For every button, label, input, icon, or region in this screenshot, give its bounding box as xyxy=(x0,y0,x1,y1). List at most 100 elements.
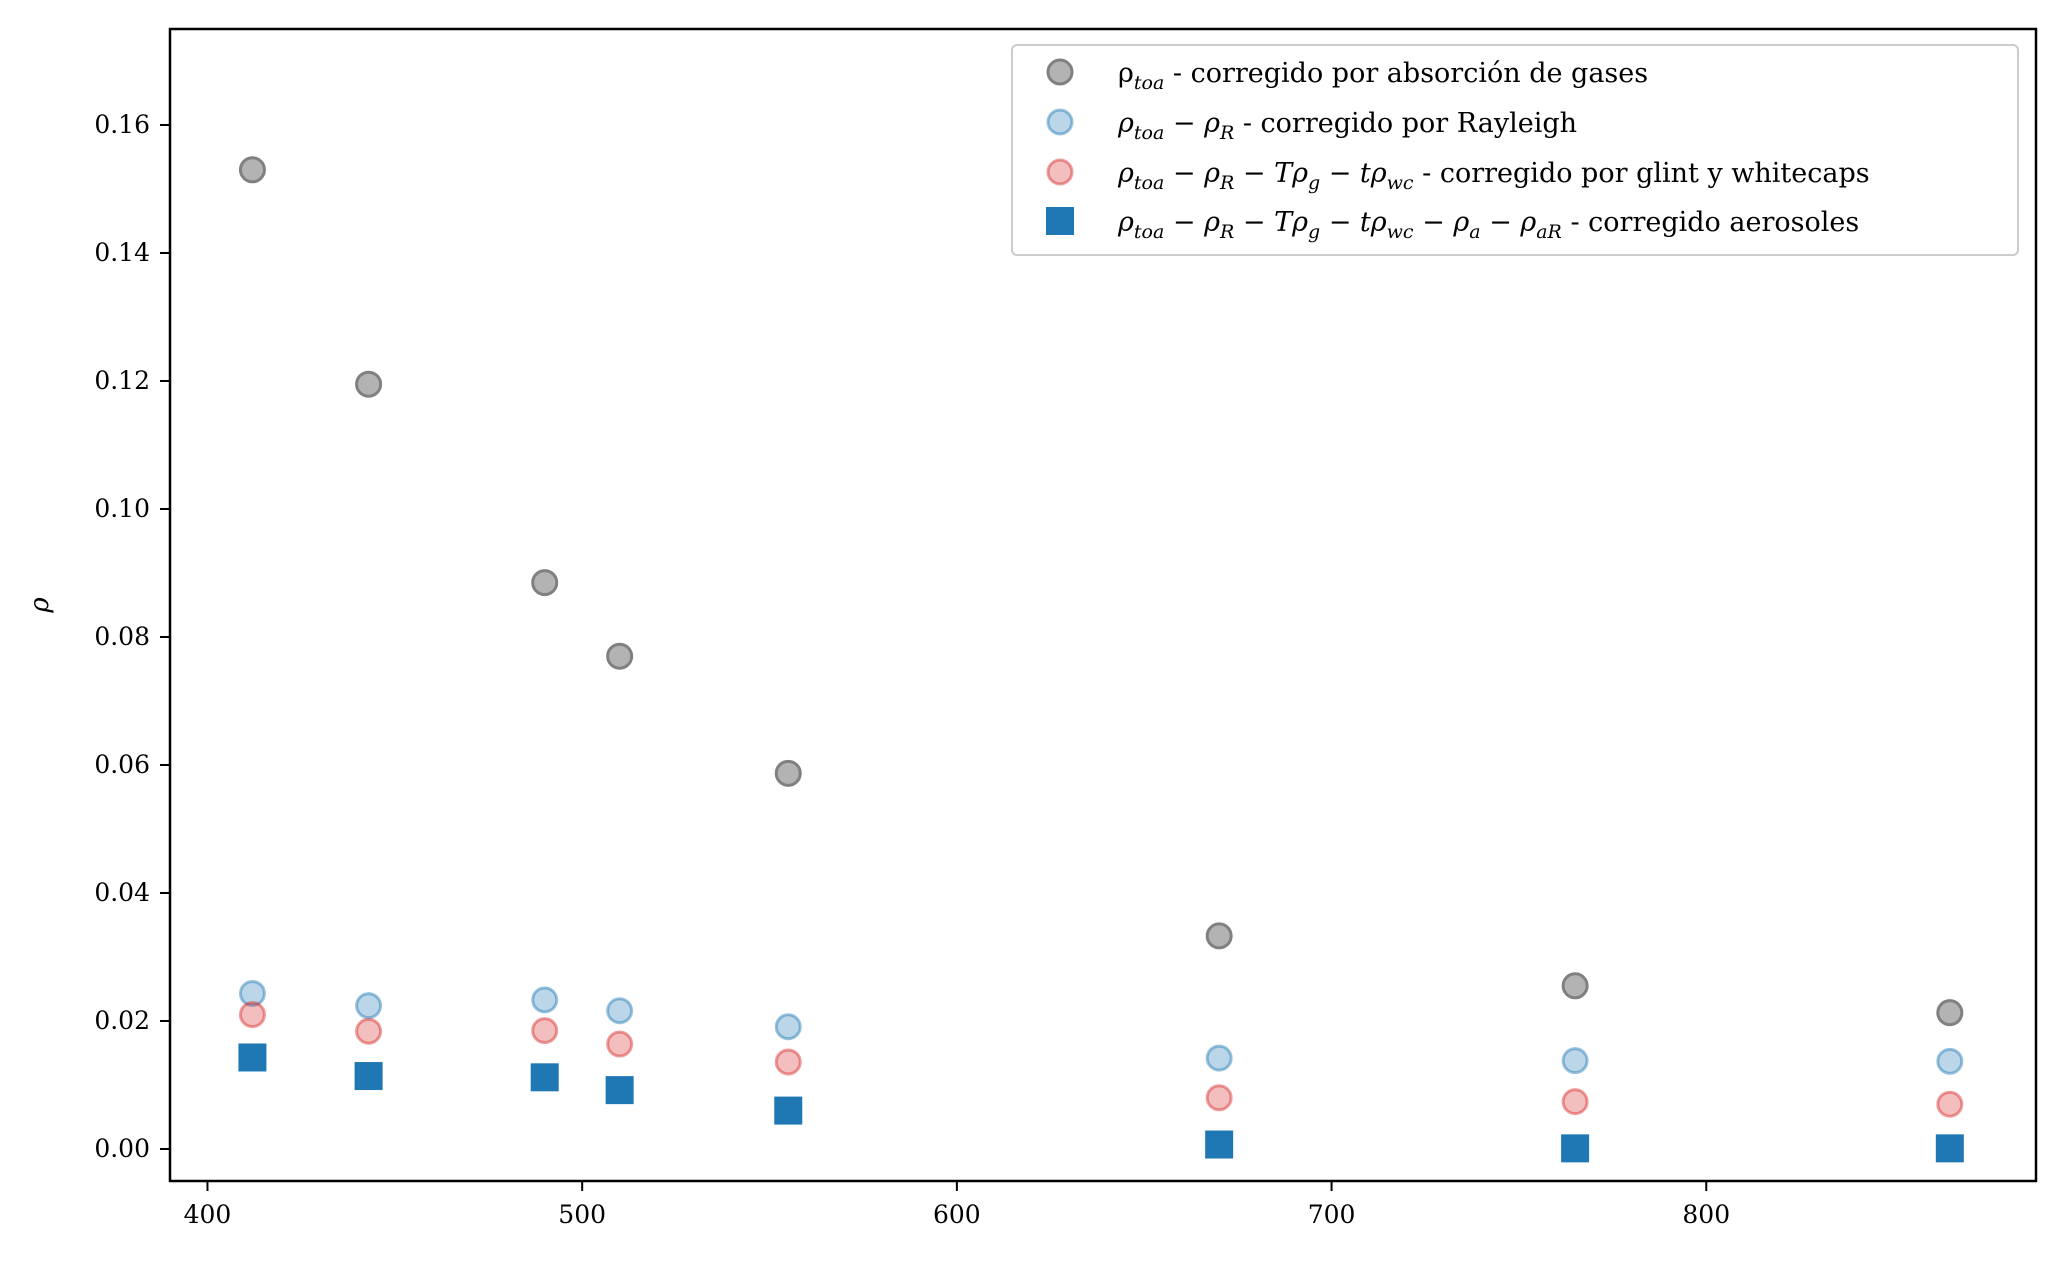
y-tick-label: 0.02 xyxy=(94,1006,150,1035)
legend-entry-label: ρtoa − ρR − Tρg − tρwc - corregido por g… xyxy=(1117,158,1870,194)
legend-text-part: wc xyxy=(1387,172,1414,194)
glint-series-point xyxy=(531,1017,559,1045)
legend-entry-label: ρtoa - corregido por absorción de gases xyxy=(1118,58,1648,94)
legend-text-part: R xyxy=(1219,221,1234,243)
aerosol-series-point xyxy=(774,1096,803,1125)
gray-series-point xyxy=(355,370,383,398)
rayleigh-series-point xyxy=(355,992,383,1020)
legend-text-part: ρ xyxy=(1203,207,1220,238)
legend-text-part: ρ xyxy=(1519,207,1536,238)
legend-marker xyxy=(1046,207,1074,235)
glint-series-point xyxy=(1936,1090,1964,1118)
legend-text-part: − xyxy=(1164,108,1204,139)
gray-series-point xyxy=(1936,999,1964,1027)
legend-box xyxy=(1011,44,2019,256)
legend-text-part: toa xyxy=(1134,172,1164,194)
legend-text-part: a xyxy=(1469,221,1480,243)
rayleigh-series-point xyxy=(1561,1047,1589,1075)
glint-series-point xyxy=(355,1017,383,1045)
aerosol-series-point xyxy=(1561,1134,1590,1163)
legend-marker xyxy=(1046,58,1074,86)
y-tick-label: 0.08 xyxy=(94,622,150,651)
legend-text-part: Tρ xyxy=(1274,207,1308,238)
glint-series-point xyxy=(238,1001,266,1029)
gray-series-point xyxy=(531,569,559,597)
legend-text-part: − xyxy=(1320,207,1360,238)
rayleigh-series-point xyxy=(606,997,634,1025)
x-tick-label: 400 xyxy=(184,1200,232,1229)
legend-text-part: ρ xyxy=(1118,58,1134,89)
glint-series-point xyxy=(1205,1084,1233,1112)
aerosol-series-point xyxy=(1935,1134,1964,1163)
gray-series-point xyxy=(606,642,634,670)
legend-text-part: ρ xyxy=(1117,108,1134,139)
legend-text-part: Tρ xyxy=(1274,158,1308,189)
glint-series-point xyxy=(1561,1088,1589,1116)
legend-entry-label: ρtoa − ρR - corregido por Rayleigh xyxy=(1117,108,1577,144)
legend-text-part: g xyxy=(1308,221,1320,243)
legend-text-part: tρ xyxy=(1360,207,1387,238)
legend-text-part: ρ xyxy=(1203,158,1220,189)
gray-series-point xyxy=(774,759,802,787)
gray-series-point xyxy=(1205,922,1233,950)
legend-text-part: aR xyxy=(1536,221,1562,243)
legend-text-part: toa xyxy=(1134,221,1164,243)
rayleigh-series-point xyxy=(1936,1047,1964,1075)
legend-text-part: toa xyxy=(1134,122,1164,144)
y-tick-label: 0.14 xyxy=(94,238,150,267)
y-tick-label: 0.12 xyxy=(94,366,150,395)
legend-text-part: g xyxy=(1308,172,1320,194)
legend-text-part: ρ xyxy=(1117,207,1134,238)
x-tick-label: 700 xyxy=(1308,1200,1356,1229)
legend-text-part: toa xyxy=(1134,72,1164,94)
aerosol-series-point xyxy=(238,1043,267,1072)
legend-text-part: − xyxy=(1164,207,1204,238)
rayleigh-series-point xyxy=(238,979,266,1007)
rayleigh-series-point xyxy=(774,1013,802,1041)
x-tick-label: 600 xyxy=(933,1200,981,1229)
y-tick-label: 0.10 xyxy=(94,494,150,523)
legend-text-part: - corregido por absorción de gases xyxy=(1164,58,1648,89)
y-tick-label: 0.06 xyxy=(94,750,150,779)
legend-text-part: − xyxy=(1481,207,1521,238)
legend-text-part: − xyxy=(1234,158,1274,189)
legend-text-part: − xyxy=(1164,158,1204,189)
legend-text-part: - corregido por glint y whitecaps xyxy=(1414,158,1870,189)
legend-text-part: R xyxy=(1219,122,1234,144)
legend-text-part: ρ xyxy=(1203,108,1220,139)
legend-text-part: - corregido aerosoles xyxy=(1562,207,1859,238)
glint-series-point xyxy=(606,1030,634,1058)
legend-text-part: ρ xyxy=(1117,158,1134,189)
legend-text-part: - corregido por Rayleigh xyxy=(1234,108,1577,139)
aerosol-series-point xyxy=(605,1076,634,1105)
glint-series-point xyxy=(774,1048,802,1076)
aerosol-series-point xyxy=(530,1063,559,1092)
aerosol-series-point xyxy=(1205,1130,1234,1159)
legend-text-part: wc xyxy=(1387,221,1414,243)
x-axis: 400 500 600 700 800 xyxy=(184,1181,1730,1229)
legend-marker xyxy=(1046,158,1074,186)
legend-text-part: − xyxy=(1414,207,1454,238)
legend-text-part: ρ xyxy=(1452,207,1469,238)
legend-text-part: − xyxy=(1234,207,1274,238)
data-points xyxy=(238,156,1964,1163)
plot-frame xyxy=(168,27,2038,1183)
y-tick-label: 0.04 xyxy=(94,878,150,907)
gray-series-point xyxy=(238,156,266,184)
x-tick-label: 800 xyxy=(1682,1200,1730,1229)
y-axis: 0.00 0.02 0.04 0.06 0.08 0.10 0.12 0.14 0.16 xyxy=(94,110,170,1163)
y-tick-label: 0.00 xyxy=(94,1134,150,1163)
gray-series-point xyxy=(1561,972,1589,1000)
legend-text-part: − xyxy=(1320,158,1360,189)
legend-text-part: R xyxy=(1219,172,1234,194)
x-tick-label: 500 xyxy=(558,1200,606,1229)
rayleigh-series-point xyxy=(531,986,559,1014)
legend: ρtoa - corregido por absorción de gasesρ… xyxy=(1011,44,2019,256)
y-tick-label: 0.16 xyxy=(94,110,150,139)
rayleigh-series-point xyxy=(1205,1044,1233,1072)
legend-text-part: tρ xyxy=(1360,158,1387,189)
legend-entry-label: ρtoa − ρR − Tρg − tρwc − ρa − ρaR - corr… xyxy=(1117,207,1859,243)
y-axis-label: ρ xyxy=(25,597,55,614)
legend-marker xyxy=(1046,108,1074,136)
